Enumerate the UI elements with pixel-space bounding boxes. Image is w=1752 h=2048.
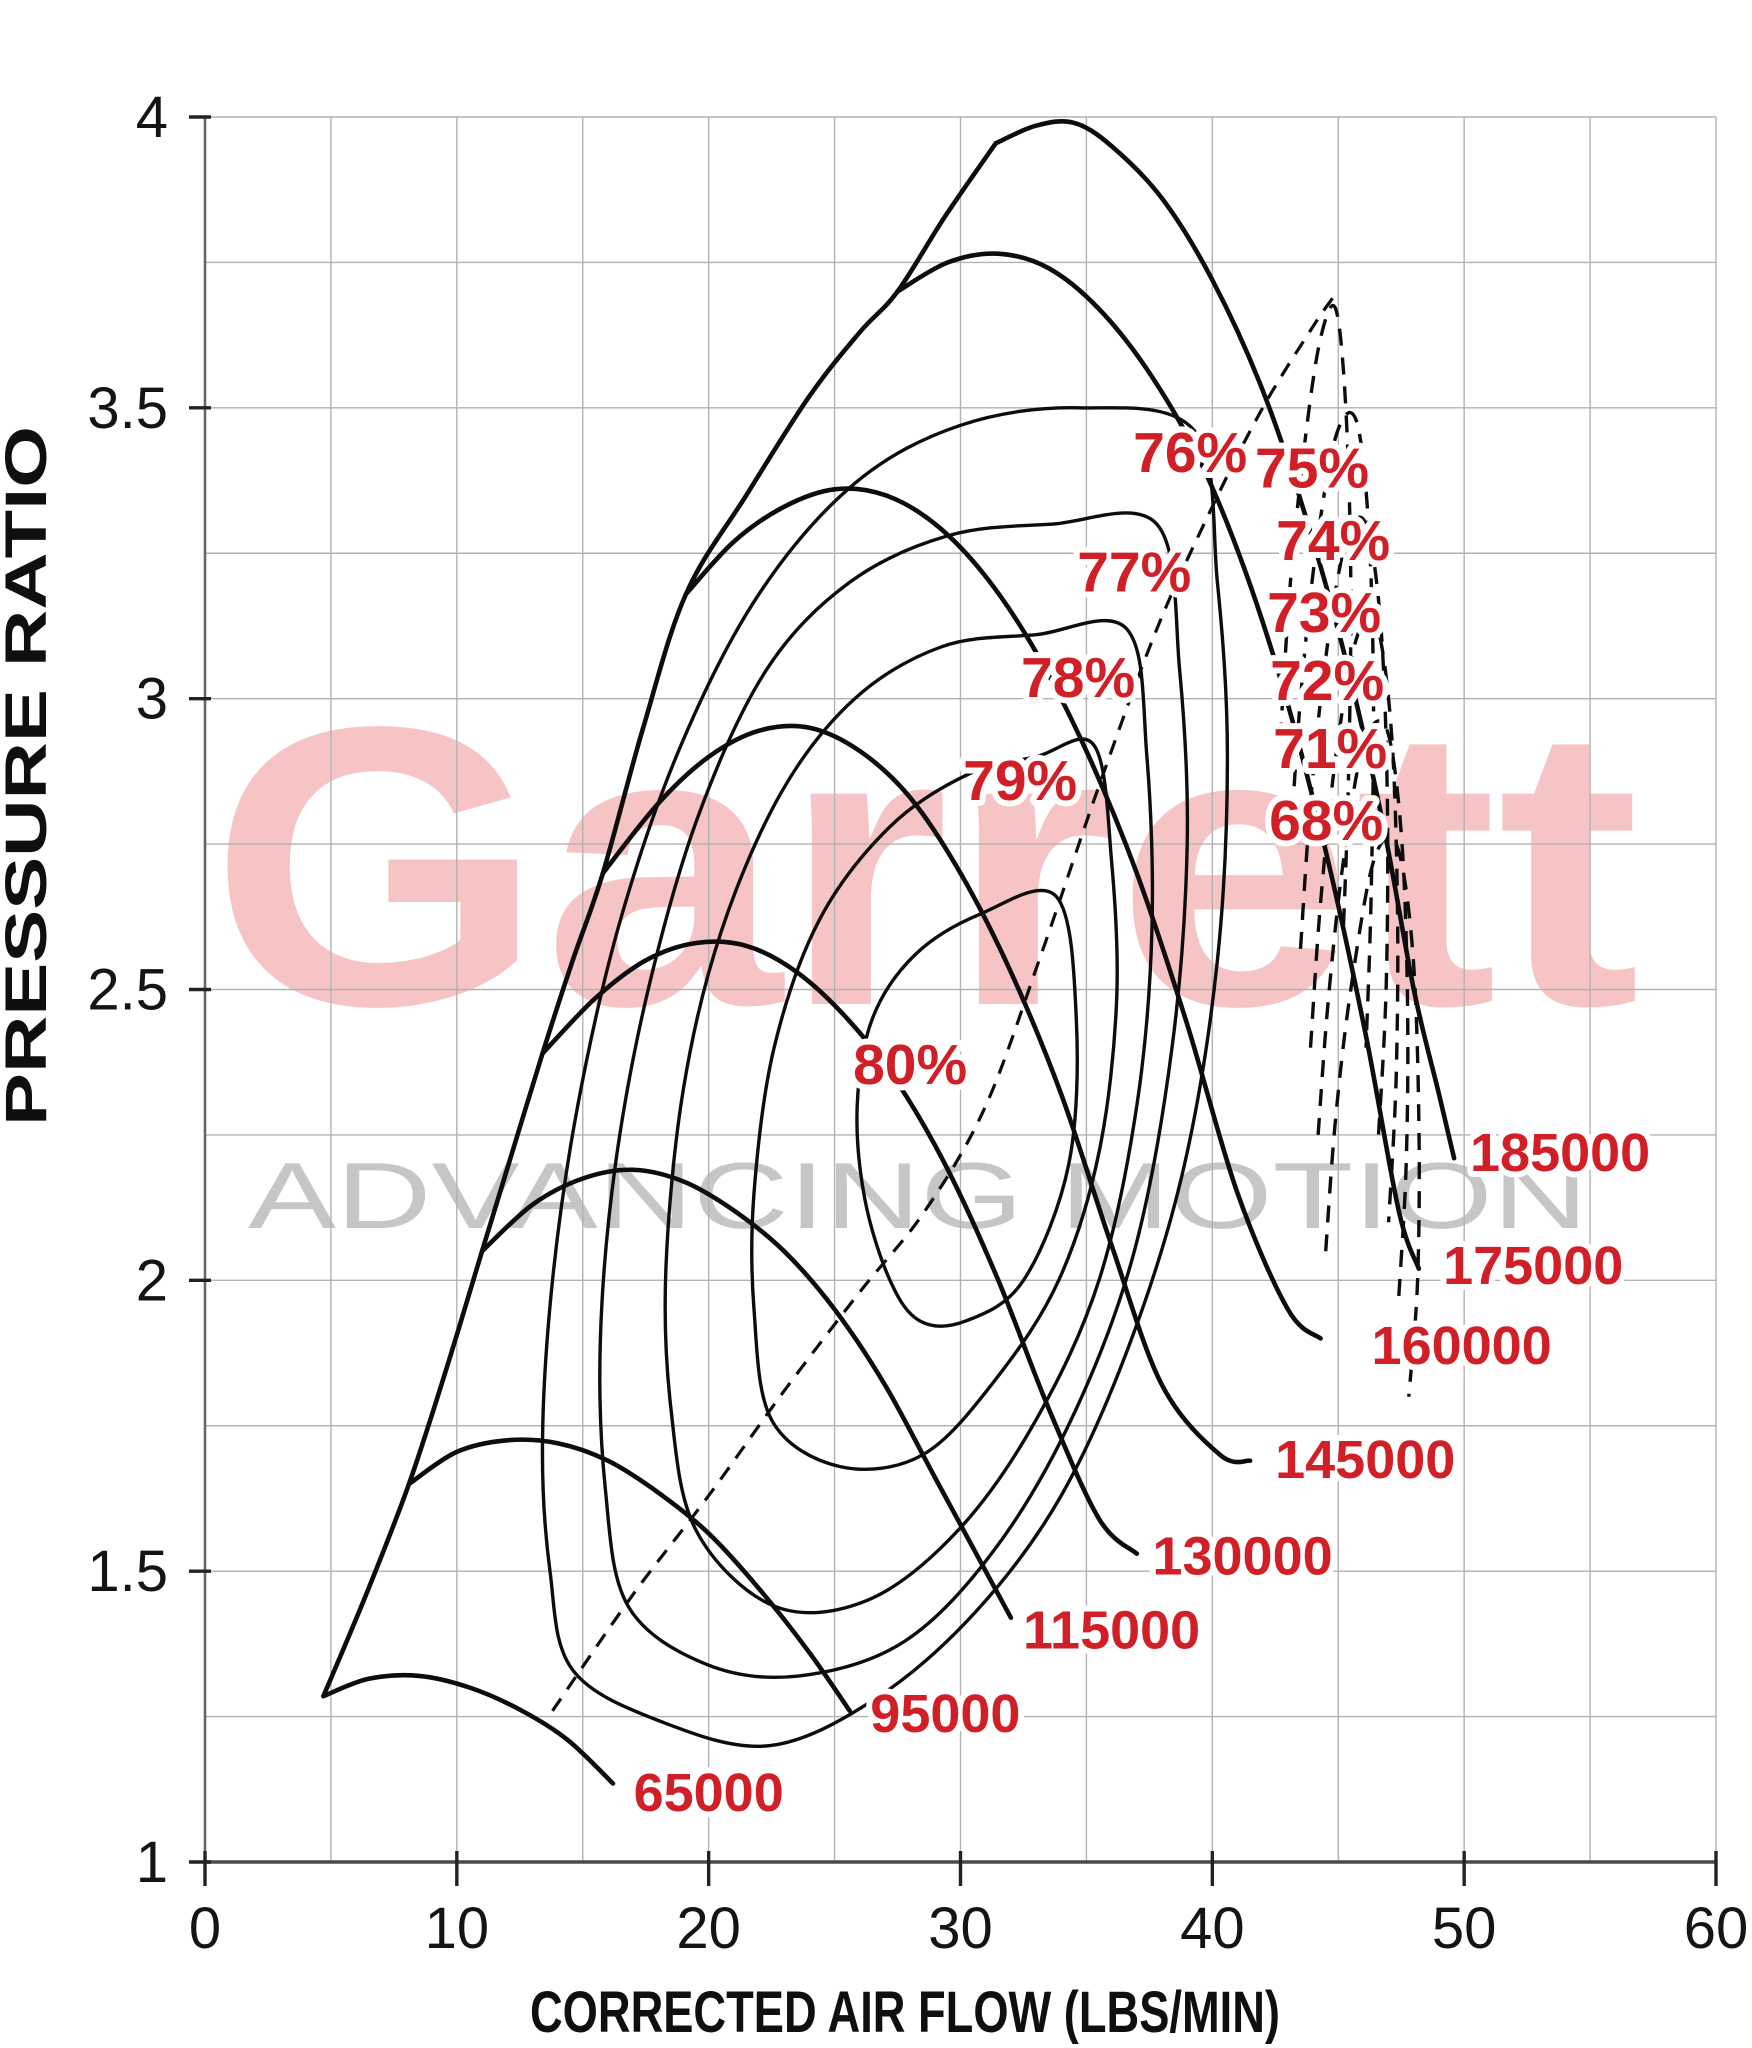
efficiency-contour-68 bbox=[1324, 835, 1421, 1397]
efficiency-contour-71 bbox=[1316, 719, 1410, 1298]
efficiency-island-76 bbox=[540, 406, 1230, 1748]
efficiency-contour-72 bbox=[1308, 614, 1400, 1223]
speed-label-65000: 65000 bbox=[634, 1763, 784, 1823]
x-tick-label: 50 bbox=[1432, 1896, 1497, 1961]
speed-line-175000 bbox=[895, 251, 1422, 1271]
x-tick-label: 30 bbox=[928, 1896, 993, 1961]
peak-efficiency-line bbox=[551, 296, 1335, 1712]
axes: 0 10 20 30 40 50 60 1 1.5 2 2.5 3 3.5 4 bbox=[87, 85, 1748, 1961]
efficiency-island-79 bbox=[749, 737, 1119, 1471]
efficiency-contour-74 bbox=[1288, 411, 1376, 1048]
grid bbox=[204, 116, 1717, 1863]
x-tick-label: 20 bbox=[676, 1896, 741, 1961]
surge-line bbox=[321, 140, 999, 1699]
efficiency-label-74: 74% bbox=[1276, 509, 1390, 573]
speed-lines bbox=[321, 119, 1457, 1786]
speed-line-130000 bbox=[540, 939, 1140, 1556]
speed-label-95000: 95000 bbox=[870, 1684, 1020, 1744]
y-tick-label: 3.5 bbox=[87, 376, 168, 441]
watermark-tagline: ADVANCING MOTION bbox=[248, 1143, 1588, 1248]
watermark: Garrett ADVANCING MOTION bbox=[210, 645, 1640, 1248]
efficiency-label-76: 76% bbox=[1133, 421, 1247, 485]
y-tick-label: 4 bbox=[136, 85, 168, 150]
efficiency-labels: 80% 79% 78% 77% 76% 75% 74% 73%72%71% 68% bbox=[847, 415, 1396, 1103]
speed-line-185000 bbox=[993, 119, 1457, 1161]
speed-label-160000: 160000 bbox=[1372, 1316, 1552, 1376]
speed-line-160000 bbox=[683, 486, 1323, 1341]
efficiency-label-80: 80% bbox=[853, 1033, 967, 1097]
speed-label-145000: 145000 bbox=[1275, 1430, 1455, 1490]
speed-label-185000: 185000 bbox=[1470, 1123, 1650, 1183]
efficiency-label-68: 68% bbox=[1269, 789, 1383, 853]
watermark-brand: Garrett bbox=[210, 645, 1640, 1089]
speed-line-65000 bbox=[321, 1672, 616, 1786]
speed-label-115000: 115000 bbox=[1023, 1600, 1200, 1660]
y-tick-label: 1 bbox=[136, 1830, 168, 1895]
x-tick-label: 40 bbox=[1180, 1896, 1245, 1961]
x-tick-label: 0 bbox=[189, 1896, 221, 1961]
efficiency-contours-right bbox=[1278, 303, 1421, 1397]
y-tick-label: 3 bbox=[136, 667, 168, 732]
efficiency-label-77: 77% bbox=[1077, 540, 1191, 604]
efficiency-label-72: 72% bbox=[1270, 649, 1384, 713]
efficiency-contour-73 bbox=[1298, 515, 1390, 1135]
efficiency-label-71: 71% bbox=[1273, 717, 1387, 781]
speed-label-175000: 175000 bbox=[1443, 1236, 1623, 1296]
speed-line-145000 bbox=[600, 723, 1253, 1465]
x-tick-label: 60 bbox=[1684, 1896, 1749, 1961]
efficiency-label-79: 79% bbox=[963, 749, 1077, 813]
efficiency-label-75: 75% bbox=[1255, 437, 1369, 501]
speed-line-115000 bbox=[479, 1167, 1014, 1620]
y-tick-label: 2.5 bbox=[87, 958, 168, 1023]
y-axis-title: PRESSURE RATIO bbox=[0, 426, 59, 1126]
speed-line-95000 bbox=[406, 1437, 852, 1714]
x-tick-label: 10 bbox=[425, 1896, 490, 1961]
y-tick-label: 2 bbox=[136, 1248, 168, 1313]
efficiency-label-73: 73% bbox=[1267, 581, 1381, 645]
efficiency-label-78: 78% bbox=[1021, 646, 1135, 710]
x-axis-title: CORRECTED AIR FLOW (LBS/MIN) bbox=[530, 1980, 1280, 2045]
speed-label-130000: 130000 bbox=[1152, 1526, 1332, 1586]
y-tick-label: 1.5 bbox=[87, 1539, 168, 1604]
efficiency-contour-75 bbox=[1278, 303, 1353, 932]
efficiency-island-78 bbox=[663, 618, 1155, 1615]
